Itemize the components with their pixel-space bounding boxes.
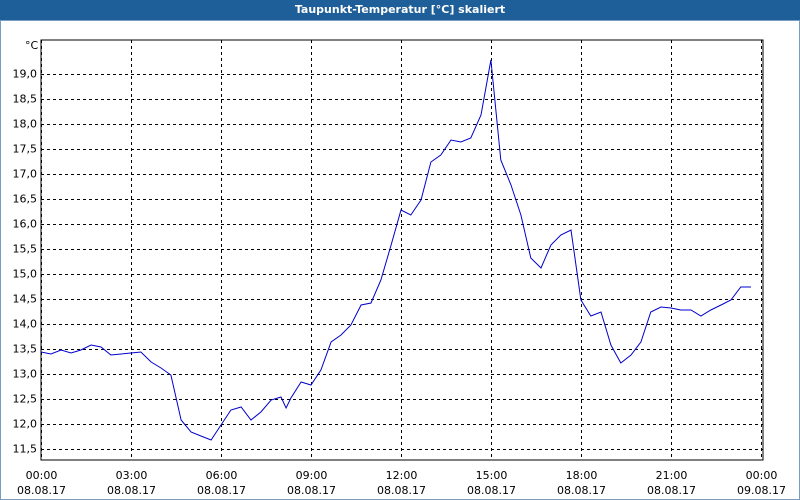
x-tick-label: 03:00 (116, 469, 148, 482)
y-tick-label: 12,5 (13, 393, 38, 406)
x-tick-date: 08.08.17 (17, 484, 66, 497)
y-tick-label: 18,0 (13, 118, 38, 131)
y-tick-label: 18,5 (13, 93, 38, 106)
y-tick-label: 11,5 (13, 443, 38, 456)
x-tick-label: 21:00 (656, 469, 688, 482)
chart-title: Taupunkt-Temperatur [°C] skaliert (295, 3, 505, 16)
x-tick-label: 15:00 (476, 469, 508, 482)
x-tick-label: 12:00 (386, 469, 418, 482)
y-tick-label: 17,5 (13, 143, 38, 156)
title-bar (0, 0, 800, 20)
x-tick-label: 18:00 (566, 469, 598, 482)
x-tick-date: 09.08.17 (737, 484, 786, 497)
y-tick-label: 15,0 (13, 268, 38, 281)
y-tick-label: 13,0 (13, 368, 38, 381)
y-tick-label: 14,5 (13, 293, 38, 306)
x-tick-date: 08.08.17 (107, 484, 156, 497)
y-tick-label: 13,5 (13, 343, 38, 356)
x-tick-date: 08.08.17 (287, 484, 336, 497)
y-tick-label: 16,5 (13, 193, 38, 206)
y-tick-label: 12,0 (13, 418, 38, 431)
x-tick-date: 08.08.17 (557, 484, 606, 497)
y-tick-label: 19,0 (13, 68, 38, 81)
x-tick-label: 00:00 (26, 469, 58, 482)
x-tick-label: 09:00 (296, 469, 328, 482)
y-tick-label: 15,5 (13, 243, 38, 256)
y-unit: °C (25, 39, 39, 52)
x-tick-date: 08.08.17 (467, 484, 516, 497)
y-tick-label: 16,0 (13, 218, 38, 231)
x-tick-label: 06:00 (206, 469, 238, 482)
x-tick-date: 08.08.17 (197, 484, 246, 497)
y-tick-label: 17,0 (13, 168, 38, 181)
y-tick-label: 14,0 (13, 318, 38, 331)
data-line (40, 59, 751, 441)
x-tick-date: 08.08.17 (377, 484, 426, 497)
x-tick-label: 00:00 (746, 469, 778, 482)
x-tick-date: 08.08.17 (647, 484, 696, 497)
